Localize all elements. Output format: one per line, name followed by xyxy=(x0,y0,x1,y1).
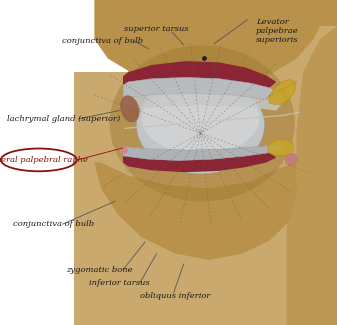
Text: inferior tarsus: inferior tarsus xyxy=(89,279,150,287)
Polygon shape xyxy=(123,94,283,112)
Ellipse shape xyxy=(120,95,140,123)
Polygon shape xyxy=(268,139,293,156)
Ellipse shape xyxy=(136,76,265,174)
Circle shape xyxy=(285,153,298,166)
Ellipse shape xyxy=(142,83,259,154)
Polygon shape xyxy=(94,0,337,88)
Polygon shape xyxy=(0,0,175,72)
Polygon shape xyxy=(94,162,297,260)
Text: lateral palpebral raphe: lateral palpebral raphe xyxy=(0,156,88,164)
Text: conjunctiva of bulb: conjunctiva of bulb xyxy=(13,220,95,228)
Text: superior tarsus: superior tarsus xyxy=(124,25,189,32)
Polygon shape xyxy=(268,80,296,105)
Text: conjunctiva of bulb: conjunctiva of bulb xyxy=(62,37,143,45)
Text: Levator
palpebrae
superioris: Levator palpebrae superioris xyxy=(256,18,299,44)
Polygon shape xyxy=(123,153,276,172)
Polygon shape xyxy=(123,143,283,161)
Polygon shape xyxy=(123,61,276,88)
Polygon shape xyxy=(123,77,283,102)
Text: zygomatic bone: zygomatic bone xyxy=(66,266,133,274)
Text: obliquus inferior: obliquus inferior xyxy=(140,292,210,300)
Text: lachrymal gland (superior): lachrymal gland (superior) xyxy=(7,115,120,123)
Polygon shape xyxy=(286,26,337,325)
Polygon shape xyxy=(0,72,74,325)
Ellipse shape xyxy=(110,46,295,202)
Circle shape xyxy=(120,146,128,154)
